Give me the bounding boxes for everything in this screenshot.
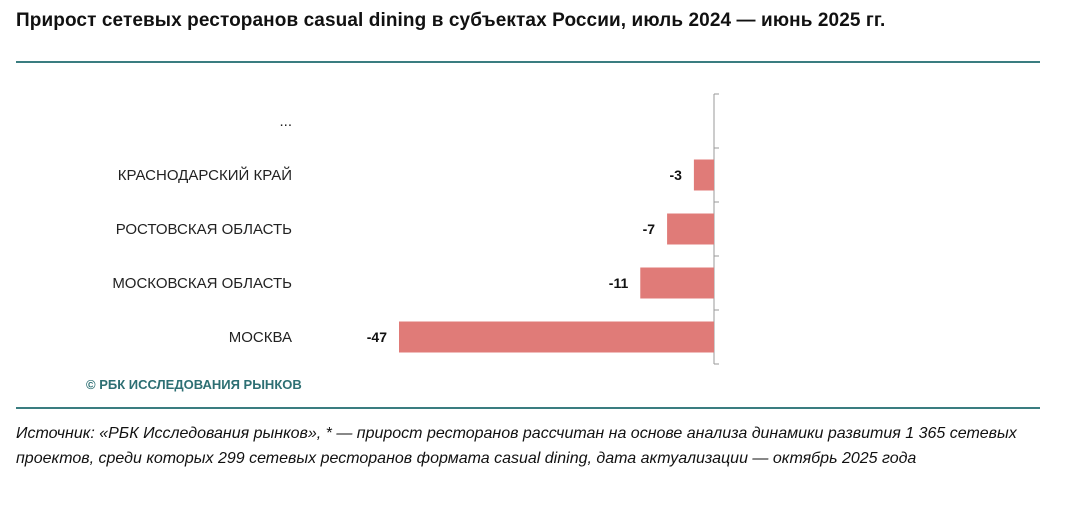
top-divider — [16, 61, 1040, 63]
data-label: -11 — [609, 275, 629, 291]
bottom-divider — [16, 407, 1040, 409]
chart-title: Прирост сетевых ресторанов casual dining… — [16, 10, 886, 31]
bar — [399, 321, 714, 353]
category-label: КРАСНОДАРСКИЙ КРАЙ — [118, 166, 292, 184]
bar — [667, 213, 714, 245]
data-label: -7 — [643, 221, 656, 237]
data-label: -3 — [669, 167, 682, 183]
category-label: ... — [279, 113, 292, 130]
bar — [640, 267, 714, 299]
category-label: МОСКВА — [229, 329, 292, 346]
category-label: РОСТОВСКАЯ ОБЛАСТЬ — [116, 221, 292, 238]
bar — [693, 159, 714, 191]
source-note: Источник: «РБК Исследования рынков», * —… — [16, 425, 1017, 467]
category-label: МОСКОВСКАЯ ОБЛАСТЬ — [112, 275, 292, 292]
data-label: -47 — [367, 329, 387, 345]
watermark: © РБК ИССЛЕДОВАНИЯ РЫНКОВ — [86, 377, 302, 392]
